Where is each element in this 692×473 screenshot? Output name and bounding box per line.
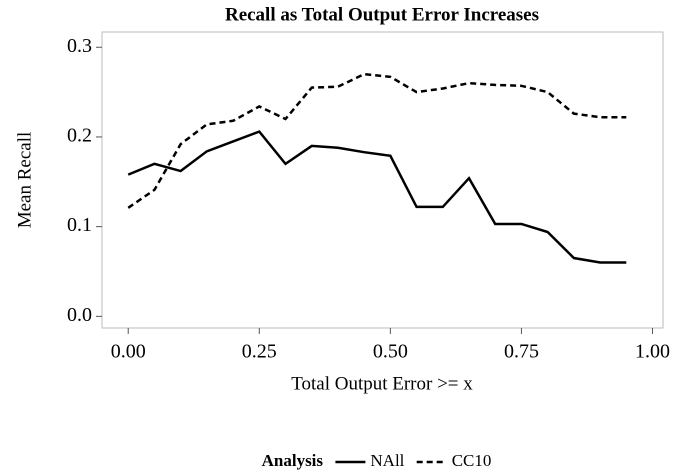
chart-title: Recall as Total Output Error Increases bbox=[225, 4, 539, 25]
y-tick-label: 0.1 bbox=[67, 214, 92, 236]
x-tick-label: 0.00 bbox=[111, 341, 146, 363]
panel-border bbox=[101, 31, 664, 329]
x-tick-label: 0.25 bbox=[242, 341, 277, 363]
y-tick-label: 0.2 bbox=[67, 125, 92, 147]
x-tick-label: 1.00 bbox=[635, 341, 670, 363]
y-tick-label: 0.0 bbox=[67, 304, 92, 326]
x-tick-label: 0.75 bbox=[504, 341, 539, 363]
x-tick-label: 0.50 bbox=[373, 341, 408, 363]
series-line bbox=[127, 130, 627, 264]
legend-label: NAll bbox=[370, 451, 404, 470]
series-line bbox=[127, 72, 627, 209]
legend-label: CC10 bbox=[452, 451, 492, 470]
x-axis-label: Total Output Error >= x bbox=[291, 373, 473, 394]
y-axis-label: Mean Recall bbox=[14, 132, 35, 229]
y-tick-label: 0.3 bbox=[67, 35, 92, 57]
legend-title: Analysis bbox=[262, 451, 324, 470]
